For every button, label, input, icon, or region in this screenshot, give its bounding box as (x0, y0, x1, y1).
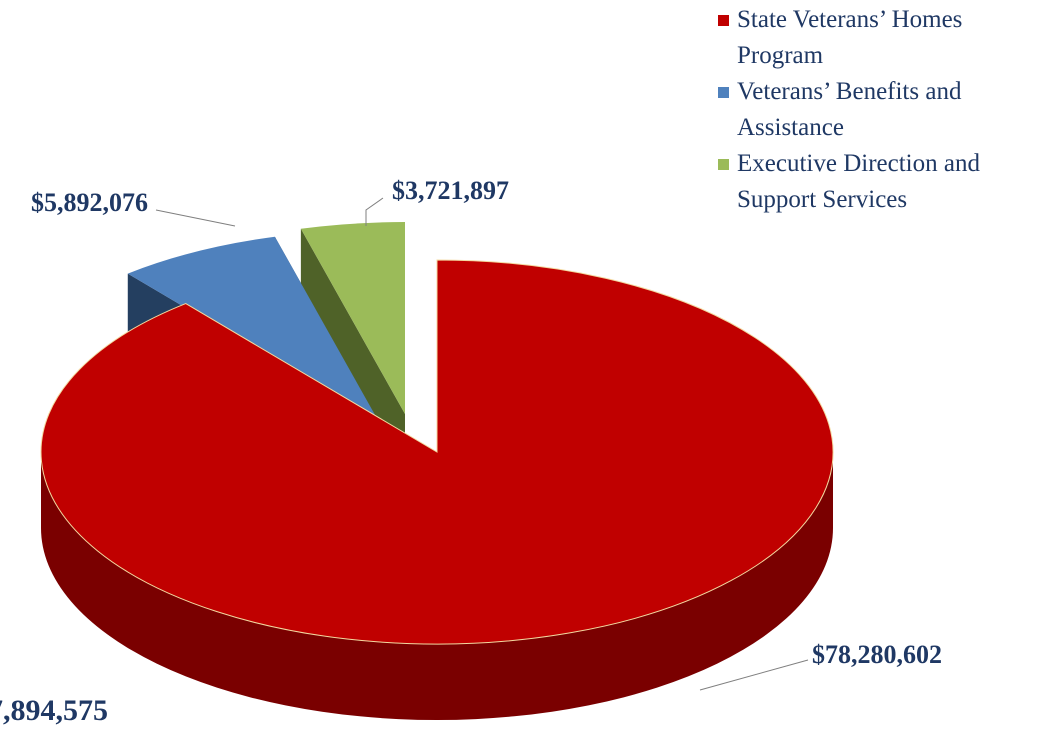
legend-label-line2: Assistance (737, 114, 844, 141)
legend-label-line2: Program (737, 42, 824, 69)
legend-item-state-veterans-homes: State Veterans’ Homes Program (716, 2, 1056, 74)
pie-slice-0 (40, 259, 834, 645)
legend-swatch-red (718, 15, 729, 26)
legend-label-line1: Executive Direction and (737, 150, 980, 177)
chart-title-fragment: l (492, 0, 500, 4)
data-label-1: $5,892,076 (31, 188, 148, 217)
total-value-label: $87,894,575 (0, 694, 108, 727)
data-label-0: $78,280,602 (812, 640, 942, 669)
chart-legend: State Veterans’ Homes Program Veterans’ … (716, 2, 1056, 218)
leader-line-0 (699, 659, 809, 691)
data-label-2: $3,721,897 (392, 176, 509, 205)
legend-item-veterans-benefits: Veterans’ Benefits and Assistance (716, 74, 1056, 146)
pie-slice-1 (127, 236, 380, 422)
pie-slice-side-0 (41, 452, 833, 720)
pie-slice-2 (300, 222, 405, 414)
leader-line-1 (155, 209, 236, 227)
legend-label-line1: State Veterans’ Homes (737, 6, 963, 33)
legend-swatch-green (718, 159, 729, 170)
legend-item-executive-direction: Executive Direction and Support Services (716, 146, 1056, 218)
legend-label-line1: Veterans’ Benefits and (737, 78, 962, 105)
leader-line-2 (365, 197, 384, 226)
legend-swatch-blue (718, 87, 729, 98)
legend-label-line2: Support Services (737, 186, 908, 213)
